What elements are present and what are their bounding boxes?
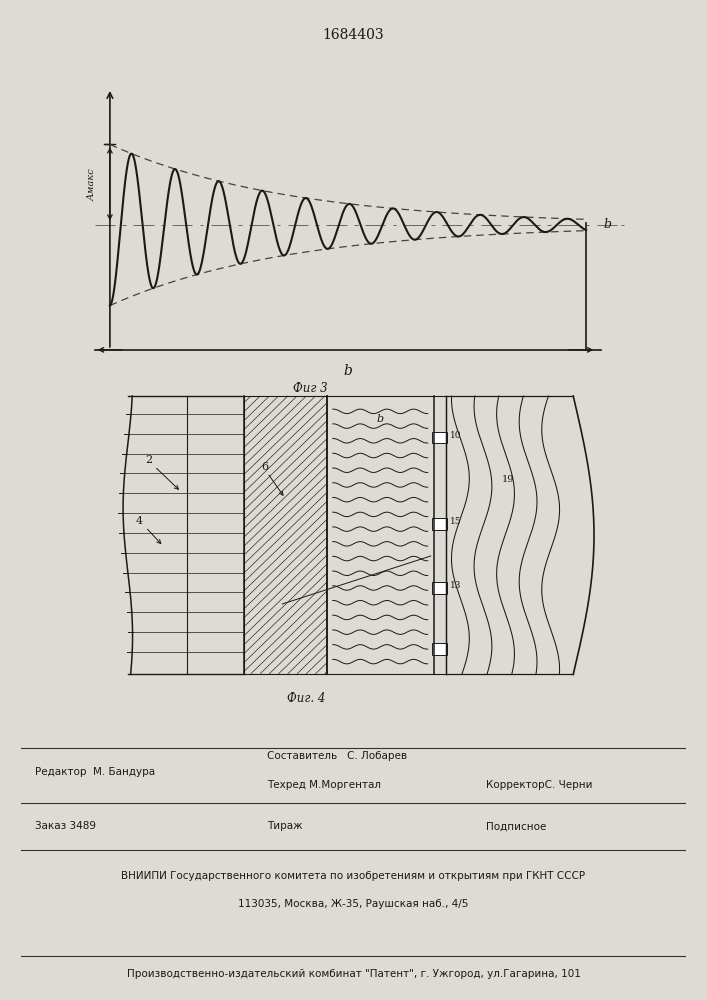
Text: 15: 15 (450, 517, 462, 526)
Bar (433, 582, 448, 594)
Text: Фиг 3: Фиг 3 (293, 382, 328, 395)
Text: Тираж: Тираж (267, 821, 303, 831)
Bar (433, 643, 448, 655)
Text: 2: 2 (145, 455, 152, 465)
Text: Заказ 3489: Заказ 3489 (35, 821, 95, 831)
Text: Техред М.Моргентал: Техред М.Моргентал (267, 780, 381, 790)
Text: 1684403: 1684403 (322, 28, 385, 42)
Text: КорректорС. Черни: КорректорС. Черни (486, 780, 593, 790)
Text: 6: 6 (261, 462, 268, 472)
Text: 19: 19 (502, 475, 514, 484)
Text: Производственно-издательский комбинат "Патент", г. Ужгород, ул.Гагарина, 101: Производственно-издательский комбинат "П… (127, 969, 580, 979)
Text: 113035, Москва, Ж-35, Раушская наб., 4/5: 113035, Москва, Ж-35, Раушская наб., 4/5 (238, 899, 469, 909)
Text: 10: 10 (450, 431, 461, 440)
Text: Подписное: Подписное (486, 821, 547, 831)
Bar (433, 432, 448, 443)
Text: Фиг. 4: Фиг. 4 (287, 692, 325, 705)
Text: Амакс: Амакс (88, 168, 97, 201)
Text: 4: 4 (136, 516, 144, 526)
Bar (433, 518, 448, 530)
Text: Составитель   С. Лобарев: Составитель С. Лобарев (267, 751, 407, 761)
Text: Редактор  М. Бандура: Редактор М. Бандура (35, 767, 155, 777)
Text: b: b (604, 219, 612, 232)
Text: 13: 13 (450, 581, 461, 590)
Text: b: b (377, 414, 384, 424)
Text: ВНИИПИ Государственного комитета по изобретениям и открытиям при ГКНТ СССР: ВНИИПИ Государственного комитета по изоб… (122, 871, 585, 881)
Text: b: b (344, 364, 353, 378)
